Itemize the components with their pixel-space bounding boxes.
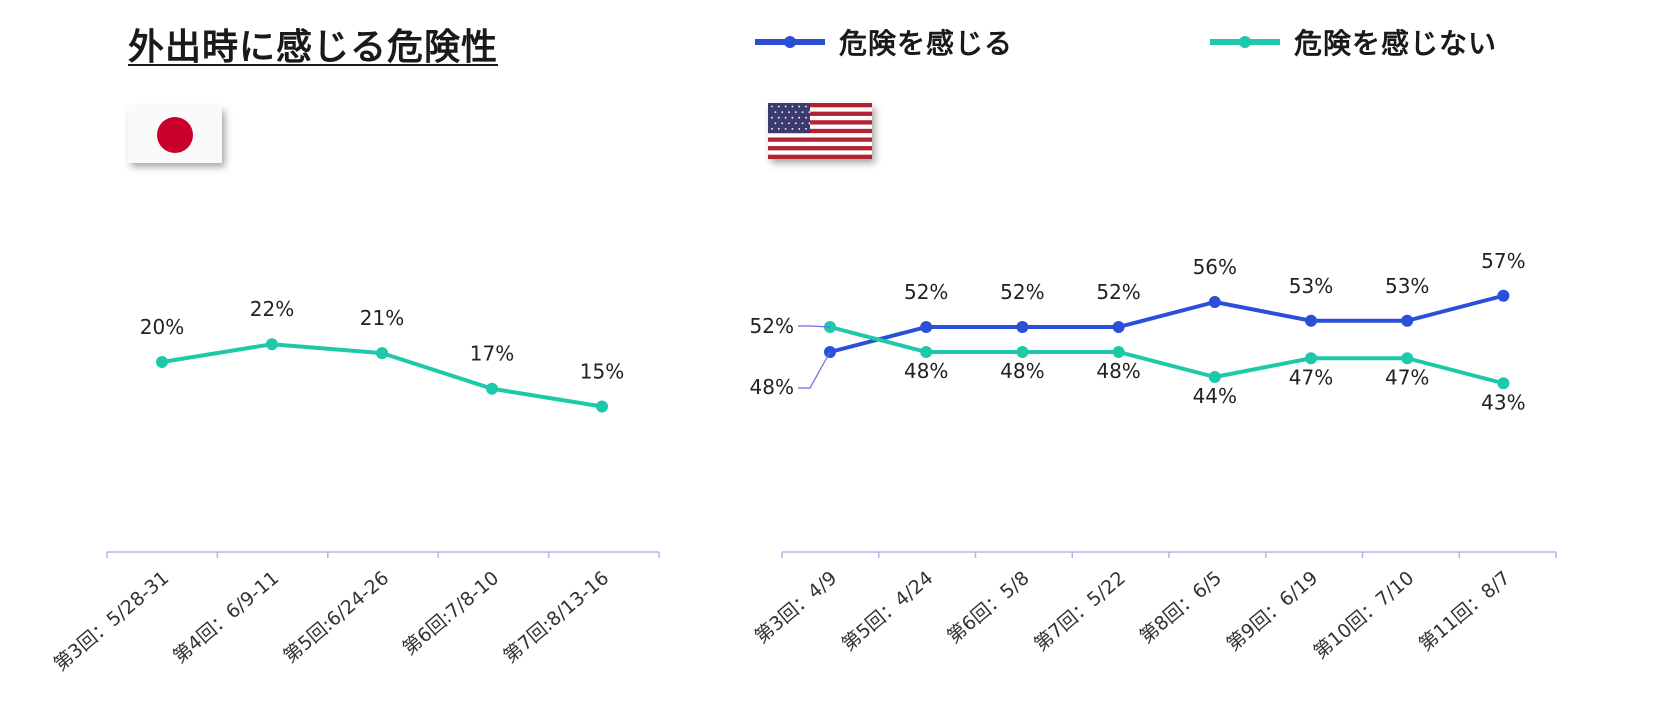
- usa-data-label-danger: 57%: [1481, 249, 1525, 273]
- usa-data-label-safe: 48%: [1096, 359, 1140, 383]
- legend-item-safe: 危険を感じない: [1210, 20, 1497, 64]
- usa-data-label-safe: 48%: [904, 359, 948, 383]
- legend-label-safe: 危険を感じない: [1294, 27, 1498, 60]
- japan-tick-label: 第7回:8/13-16: [499, 567, 613, 668]
- usa-point-danger: [1305, 314, 1317, 327]
- usa-point-safe: [1112, 346, 1125, 358]
- japan-data-label-safe: 20%: [140, 315, 184, 339]
- usa-data-label-safe: 48%: [1000, 359, 1044, 383]
- usa-point-danger: [1497, 289, 1510, 302]
- usa-data-label-danger: 52%: [1000, 280, 1044, 304]
- usa-data-label-danger: 48%: [750, 375, 794, 399]
- usa-data-label-danger: 53%: [1385, 274, 1429, 298]
- japan-data-label-safe: 17%: [470, 342, 514, 366]
- japan-tick-label: 第4回：6/9-11: [169, 567, 283, 668]
- usa-point-safe: [920, 346, 933, 358]
- usa-data-label-safe: 47%: [1385, 365, 1429, 389]
- usa-tick-label: 第7回：5/22: [1030, 567, 1130, 656]
- usa-tick-label: 第9回：6/19: [1222, 567, 1322, 656]
- usa-data-label-safe: 44%: [1193, 384, 1237, 408]
- japan-flag-icon: [128, 107, 222, 163]
- usa-series-line-danger: [829, 293, 1504, 354]
- usa-data-label-danger: 56%: [1193, 255, 1237, 279]
- japan-data-label-safe: 15%: [580, 360, 624, 384]
- usa-leader-line: [798, 325, 831, 328]
- usa-tick-label: 第6回：5/8: [943, 567, 1033, 648]
- usa-tick-label: 第3回：4/9: [751, 567, 841, 648]
- usa-tick-label: 第10回：7/10: [1309, 567, 1418, 663]
- usa-flag-icon: [768, 103, 872, 159]
- legend-key-danger-icon: [755, 36, 825, 48]
- usa-series-line-safe: [829, 325, 1504, 386]
- usa-point-safe: [1497, 377, 1510, 390]
- usa-data-label-danger: 53%: [1289, 274, 1333, 298]
- japan-tick-label: 第3回：5/28-31: [50, 567, 174, 676]
- usa-point-danger: [1016, 321, 1029, 333]
- usa-data-label-safe: 47%: [1289, 365, 1333, 389]
- usa-data-label-danger: 52%: [1096, 280, 1140, 304]
- legend-label-danger: 危険を感じる: [839, 27, 1014, 60]
- usa-data-label-danger: 52%: [904, 280, 948, 304]
- usa-tick-label: 第8回：6/5: [1136, 567, 1226, 648]
- japan-point-safe: [266, 338, 278, 351]
- usa-data-label-safe: 43%: [1481, 390, 1525, 414]
- usa-point-danger: [1208, 296, 1221, 308]
- usa-point-danger: [1401, 314, 1414, 327]
- japan-point-safe: [376, 347, 388, 360]
- japan-data-label-safe: 21%: [360, 306, 404, 330]
- japan-point-safe: [596, 400, 608, 413]
- usa-point-danger: [920, 321, 933, 333]
- japan-tick-label: 第6回:7/8-10: [399, 567, 504, 660]
- japan-tick-label: 第5回:6/24-26: [279, 567, 393, 668]
- japan-point-safe: [156, 356, 168, 368]
- japan-point-safe: [486, 382, 498, 395]
- usa-point-safe: [1208, 371, 1221, 383]
- usa-point-safe: [1016, 346, 1029, 358]
- japan-data-label-safe: 22%: [250, 297, 294, 321]
- usa-point-danger: [1112, 321, 1125, 333]
- usa-point-safe: [1305, 352, 1317, 365]
- usa-tick-label: 第5回：4/24: [838, 567, 938, 656]
- usa-point-safe: [1401, 352, 1414, 365]
- usa-tick-label: 第11回：8/7: [1415, 567, 1515, 656]
- legend-key-safe-icon: [1210, 36, 1280, 48]
- legend-item-danger: 危険を感じる: [755, 20, 1013, 64]
- usa-data-label-safe: 52%: [750, 314, 794, 338]
- usa-leader-line: [798, 351, 831, 389]
- page-title: 外出時に感じる危険性: [128, 27, 499, 68]
